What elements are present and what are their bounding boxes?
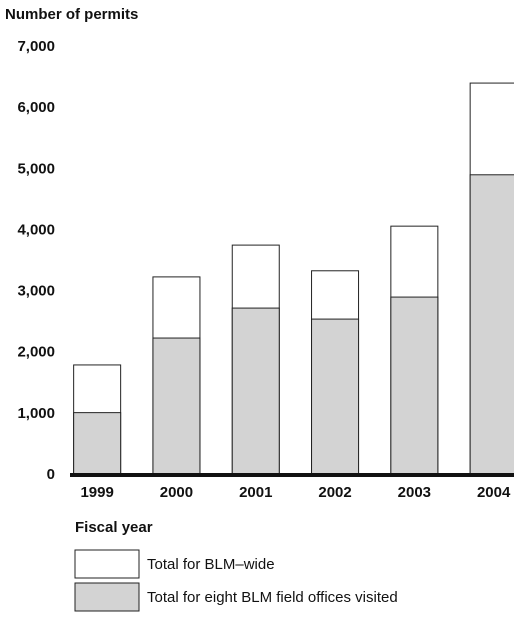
legend-swatch [74, 582, 140, 612]
x-tick-label: 2004 [477, 484, 511, 501]
y-tick-label: 2,000 [17, 344, 55, 361]
legend-label: Total for BLM–wide [147, 556, 275, 573]
legend-label: Total for eight BLM field offices visite… [147, 589, 398, 606]
bar [390, 296, 439, 476]
bar [311, 318, 360, 476]
y-tick-label: 0 [47, 466, 55, 483]
legend-swatch [74, 549, 140, 579]
y-tick-label: 7,000 [17, 38, 55, 55]
y-tick-label: 1,000 [17, 405, 55, 422]
y-tick-label: 3,000 [17, 283, 55, 300]
bar [231, 307, 280, 476]
bar [152, 337, 201, 476]
y-tick-label: 6,000 [17, 99, 55, 116]
x-axis-title: Fiscal year [75, 519, 153, 536]
bar [469, 174, 514, 476]
x-tick-label: 2003 [398, 484, 431, 501]
bar [73, 412, 122, 476]
x-tick-label: 1999 [80, 484, 113, 501]
x-tick-label: 2000 [160, 484, 193, 501]
x-tick-label: 2002 [318, 484, 351, 501]
x-tick-label: 2001 [239, 484, 272, 501]
chart-title: Number of permits [5, 6, 138, 23]
y-tick-label: 5,000 [17, 160, 55, 177]
y-tick-label: 4,000 [17, 221, 55, 238]
